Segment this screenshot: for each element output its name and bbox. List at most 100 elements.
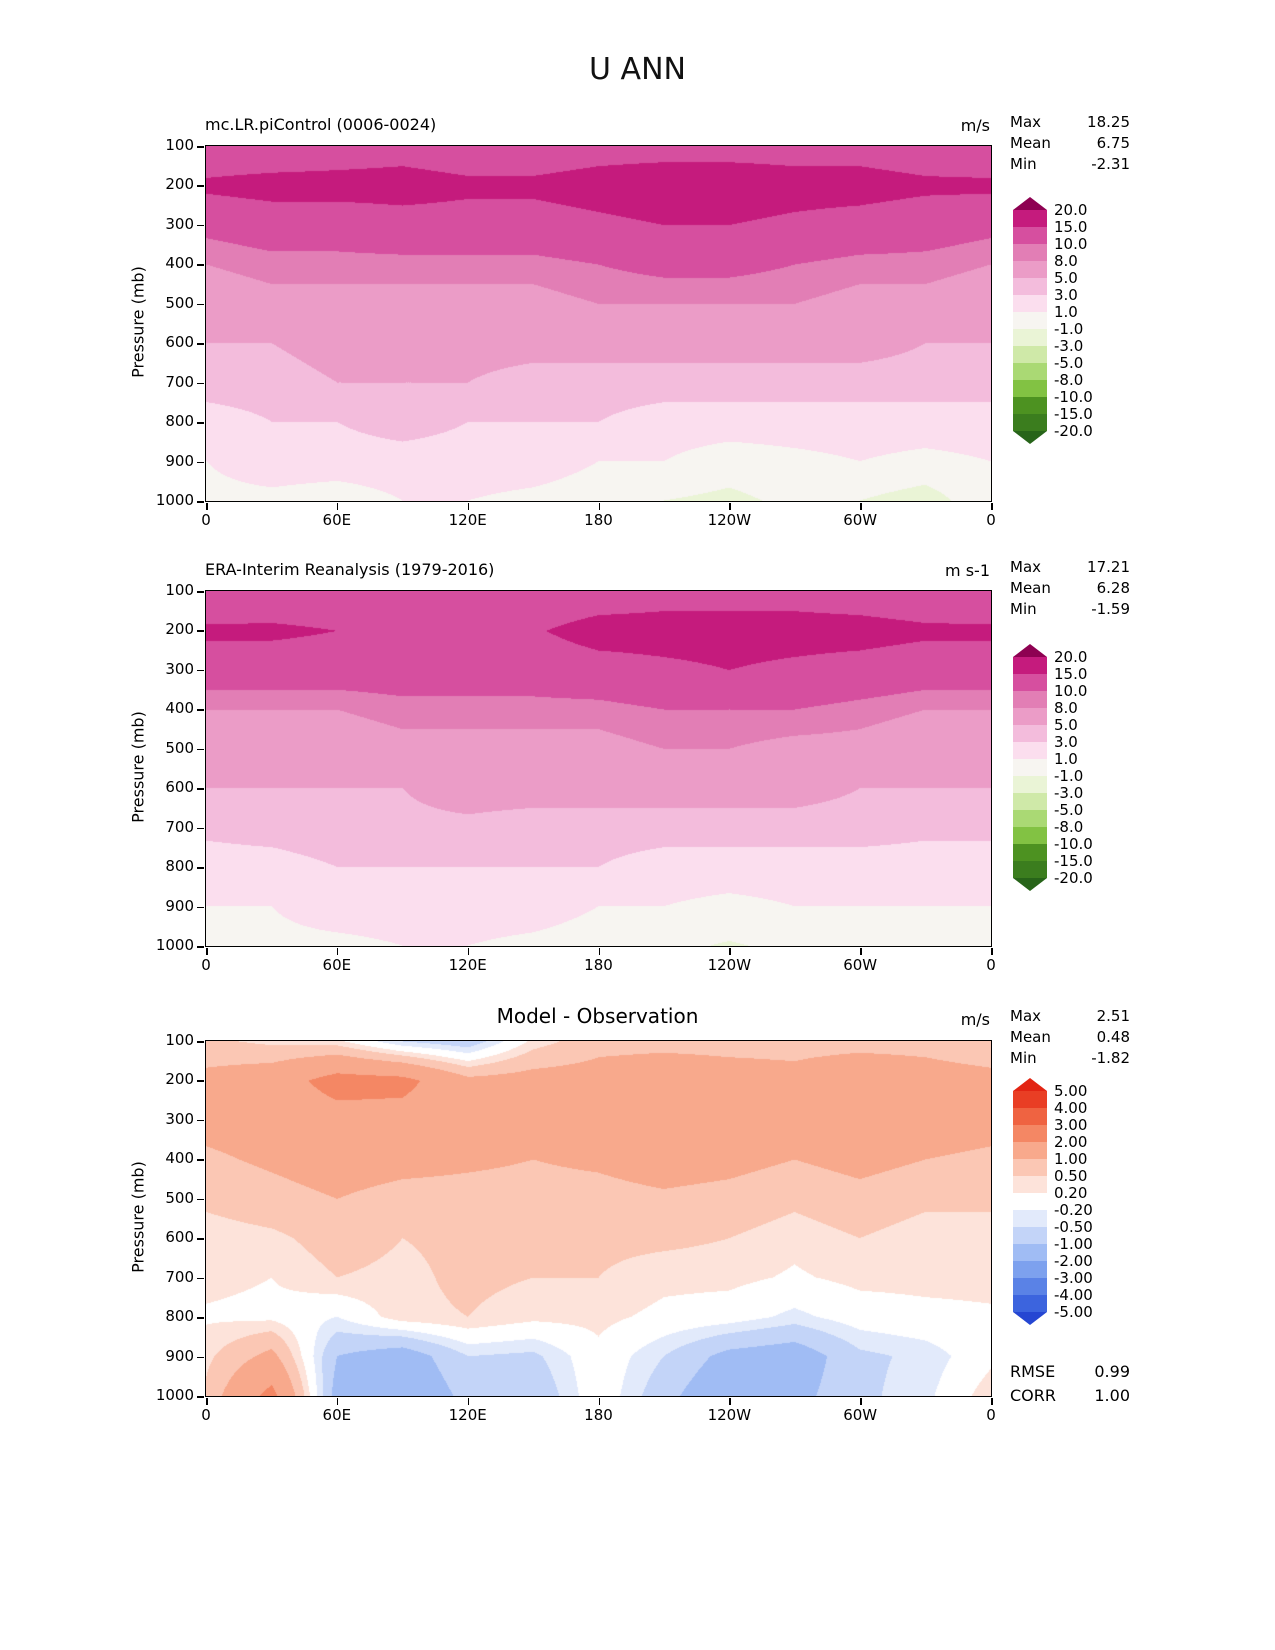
y-tick-label: 800 [165,857,194,876]
y-tick-label: 300 [165,1109,194,1128]
colorbar-segment [1013,414,1047,431]
colorbar-tick-label: -20.0 [1054,422,1093,440]
panel1-plot: 0 60E 120E 180 120W 60W 0 100 200 300 400 500 600 700… [156,136,996,529]
y-tick-label: 400 [165,1149,194,1168]
y-tick-mark [197,709,204,711]
stat-label: Mean [1010,1028,1051,1046]
panel2-stat-min: Min -1.59 [1010,599,1130,620]
colorbar-segment [1013,1193,1047,1210]
y-tick-label: 400 [165,254,194,273]
y-tick-label: 700 [165,372,194,391]
y-tick-label: 700 [165,1267,194,1286]
stat-value: -1.82 [1091,1049,1130,1067]
colorbar-tick-label: -15.0 [1054,405,1093,423]
y-tick-mark [197,224,204,227]
y-tick-mark [197,1119,204,1122]
colorbar-segment [1013,827,1047,844]
colorbar-tick-label: 2.00 [1054,1133,1088,1151]
colorbar-tick-label: -1.0 [1054,767,1084,785]
panel2-stats: Max 17.21 Mean 6.28 Min -1.59 [1010,557,1130,620]
y-tick-mark [197,264,204,266]
panel2-stat-max: Max 17.21 [1010,557,1130,578]
colorbar-segment [1013,1091,1047,1108]
colorbar-segment [1013,210,1047,227]
y-tick-label: 200 [165,1070,194,1089]
y-tick-mark [197,867,204,869]
panel3-ylabel: Pressure (mb) [128,1161,148,1273]
colorbar-segment [1013,1210,1047,1227]
x-tick-mark [206,948,208,955]
stat-value: 17.21 [1087,558,1130,576]
colorbar-tick-label: -3.0 [1054,337,1084,355]
colorbar-tick-label: 3.00 [1054,1116,1088,1134]
y-tick-label: 600 [165,333,194,352]
y-tick-mark [197,906,204,909]
colorbar-segment [1013,810,1047,827]
panel3-stat-mean: Mean 0.48 [1010,1027,1130,1048]
colorbar-segment [1013,708,1047,725]
y-tick-label: 1000 [155,491,194,509]
colorbar-segment [1013,329,1047,346]
stat-value: -1.59 [1091,600,1130,618]
colorbar-tick-label: 5.00 [1054,1082,1088,1100]
colorbar-segment [1013,725,1047,742]
x-tick-mark [598,503,600,510]
x-tick-label: 0 [986,511,996,529]
corr-label: CORR [1010,1386,1056,1405]
colorbar-segment [1013,1159,1047,1176]
panel2-colorbar: 20.0 15.0 10.0 8.0 5.0 3.0 1.0 -1.0 -3.0 -5.0 -8.0… [1013,644,1093,891]
y-tick-label: 900 [165,1346,194,1365]
colorbar-segment [1013,1078,1047,1091]
colorbar-segment [1013,776,1047,793]
x-tick-label: 180 [584,956,613,974]
x-tick-label: 0 [201,511,211,529]
stat-value: -2.31 [1091,155,1130,173]
colorbar-tick-label: -8.0 [1054,371,1084,389]
y-tick-mark [197,343,204,345]
x-tick-label: 120E [448,511,487,529]
colorbar-segment [1013,1176,1047,1193]
y-tick-mark [197,1317,204,1319]
colorbar-segment [1013,1312,1047,1325]
y-tick-mark [197,303,204,306]
rmse-label: RMSE [1010,1362,1056,1381]
x-tick-label: 60W [843,511,878,529]
stat-label: Max [1010,113,1042,131]
panel1-stat-max: Max 18.25 [1010,112,1130,133]
x-tick-label: 0 [986,956,996,974]
panel3-stat-max: Max 2.51 [1010,1006,1130,1027]
y-tick-mark [197,185,204,187]
x-tick-label: 60E [322,956,352,974]
corr-value: 1.00 [1094,1386,1130,1405]
y-tick-label: 100 [165,1031,194,1049]
y-tick-label: 800 [165,412,194,431]
colorbar-tick-label: 1.0 [1054,750,1078,768]
x-tick-mark [206,503,208,510]
y-tick-mark [197,748,204,751]
colorbar-tick-label: -4.00 [1054,1286,1093,1304]
y-tick-mark [197,1080,204,1082]
colorbar-segment [1013,397,1047,414]
stat-value: 2.51 [1096,1007,1130,1025]
y-tick-mark [197,630,204,632]
panel3-plot: 0 60E 120E 180 120W 60W 0 100 200 300 400 500 600 700… [156,1031,996,1424]
colorbar-segment [1013,1142,1047,1159]
x-tick-mark [336,1398,339,1405]
colorbar-tick-label: -20.0 [1054,869,1093,887]
x-tick-label: 60E [322,511,352,529]
y-tick-label: 800 [165,1307,194,1326]
y-tick-label: 1000 [155,1386,194,1404]
colorbar-segment [1013,691,1047,708]
colorbar-tick-label: 0.50 [1054,1167,1088,1185]
colorbar-segment [1013,1227,1047,1244]
colorbar-segment [1013,1261,1047,1278]
rmse-row: RMSE 0.99 [1010,1360,1130,1384]
colorbar-segment [1013,197,1047,210]
y-tick-label: 400 [165,699,194,718]
colorbar-tick-label: -10.0 [1054,835,1093,853]
stat-value: 6.75 [1096,134,1130,152]
stat-label: Min [1010,155,1037,173]
colorbar-segment [1013,674,1047,691]
colorbar-segment [1013,278,1047,295]
panel1-stats: Max 18.25 Mean 6.75 Min -2.31 [1010,112,1130,175]
